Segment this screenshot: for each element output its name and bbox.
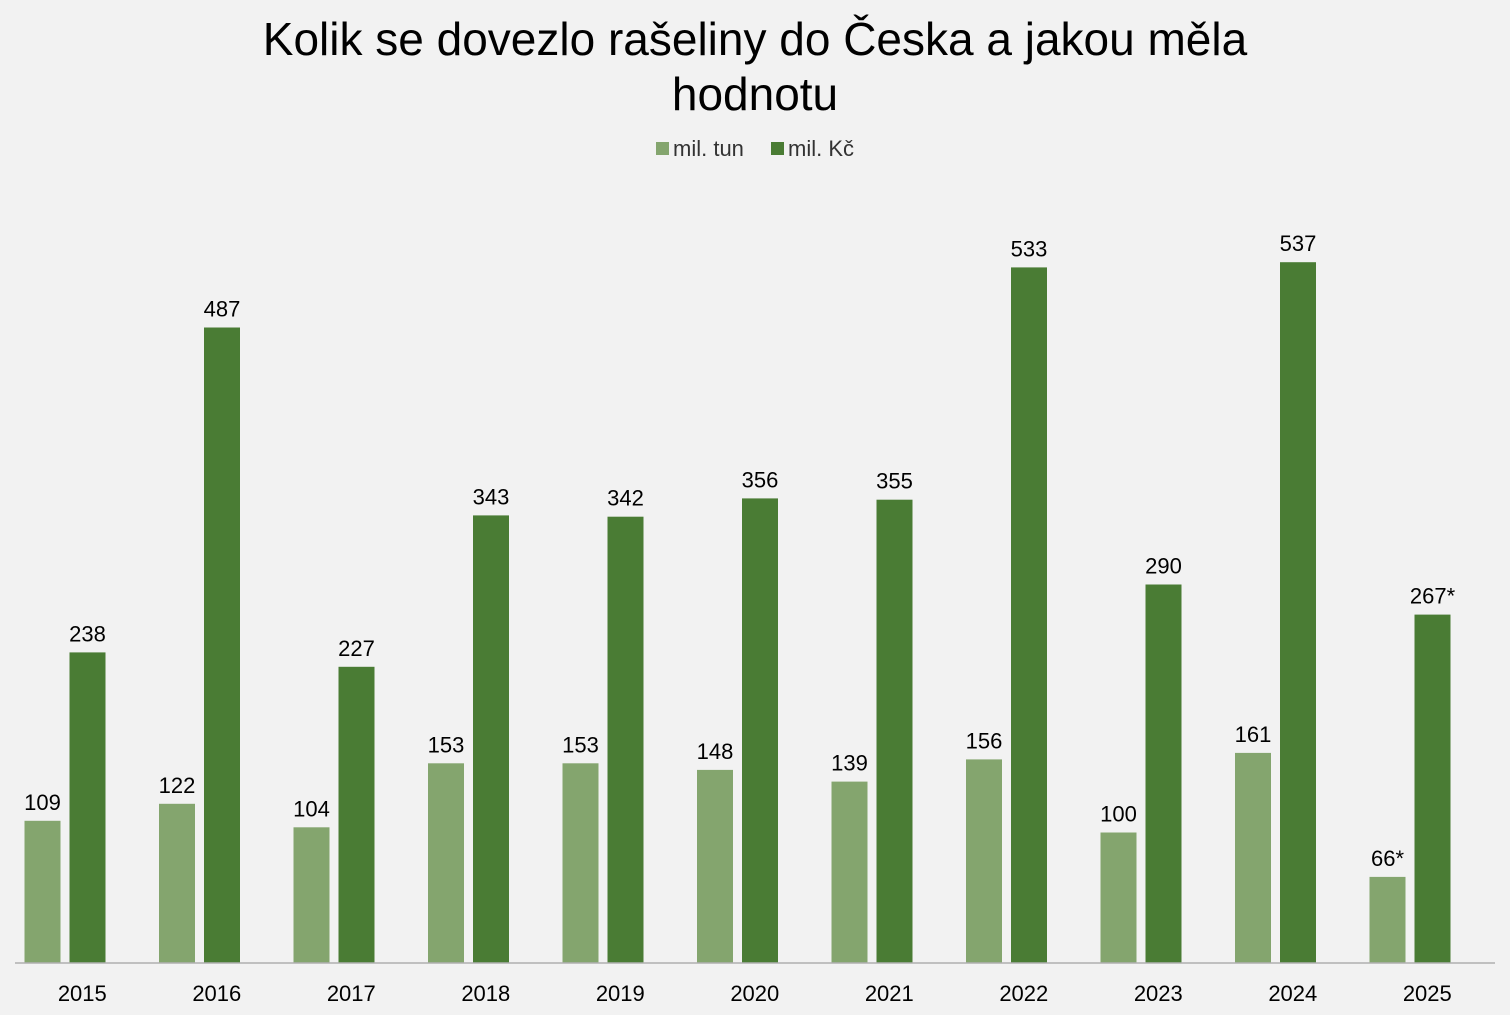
data-label-czk-2017: 227	[338, 636, 375, 661]
data-label-czk-2018: 343	[473, 484, 510, 509]
bar-czk-2020	[742, 498, 778, 963]
bar-tons-2020	[697, 769, 733, 963]
x-tick-label-2023: 2023	[1134, 981, 1183, 1006]
data-label-tons-2021: 139	[831, 751, 868, 776]
x-tick-label-2017: 2017	[327, 981, 376, 1006]
x-tick-label-2016: 2016	[192, 981, 241, 1006]
data-label-czk-2020: 356	[742, 467, 779, 492]
bar-czk-2022	[1011, 267, 1047, 963]
data-label-czk-2024: 537	[1280, 231, 1317, 256]
data-label-tons-2023: 100	[1100, 802, 1137, 827]
bar-tons-2024	[1235, 752, 1271, 963]
chart-title-line-2: hodnotu	[672, 68, 838, 120]
bar-czk-2017	[338, 666, 375, 963]
bar-czk-2025	[1414, 614, 1451, 963]
bar-tons-2018	[428, 763, 464, 963]
bar-tons-2025	[1369, 876, 1406, 963]
data-label-czk-2022: 533	[1011, 236, 1048, 261]
x-tick-label-2022: 2022	[999, 981, 1048, 1006]
legend: mil. tun mil. Kč	[656, 136, 854, 161]
data-label-tons-2022: 156	[966, 728, 1003, 753]
bar-czk-2019	[607, 516, 644, 963]
x-tick-label-2024: 2024	[1268, 981, 1317, 1006]
data-label-tons-2015: 109	[24, 790, 61, 815]
x-tick-label-2021: 2021	[865, 981, 914, 1006]
data-label-tons-2024: 161	[1235, 722, 1272, 747]
bar-tons-2015	[24, 820, 61, 963]
data-label-tons-2016: 122	[159, 773, 196, 798]
data-label-czk-2015: 238	[69, 621, 106, 646]
data-label-tons-2020: 148	[697, 739, 734, 764]
bar-tons-2017	[293, 827, 330, 963]
data-label-czk-2025: 267*	[1410, 584, 1456, 609]
bar-czk-2024	[1280, 262, 1316, 963]
legend-label-czk: mil. Kč	[788, 136, 854, 161]
data-label-tons-2025: 66*	[1371, 846, 1404, 871]
x-tick-label-2015: 2015	[58, 981, 107, 1006]
data-label-tons-2017: 104	[293, 796, 330, 821]
bar-czk-2021	[876, 499, 913, 963]
data-label-czk-2021: 355	[876, 469, 913, 494]
data-label-czk-2019: 342	[607, 486, 644, 511]
bar-czk-2018	[473, 515, 509, 963]
x-tick-label-2019: 2019	[596, 981, 645, 1006]
bar-tons-2021	[831, 781, 868, 963]
bar-tons-2022	[966, 759, 1002, 963]
bar-czk-2016	[204, 327, 240, 963]
chart-title-line-1: Kolik se dovezlo rašeliny do Česka a jak…	[263, 13, 1248, 65]
plot-area: 109 238 2015 122 487 2016 104 227 2017 153 343 2018…	[24, 231, 1455, 1006]
data-label-czk-2016: 487	[204, 297, 241, 322]
data-label-tons-2019: 153	[562, 732, 599, 757]
x-tick-label-2020: 2020	[730, 981, 779, 1006]
bar-czk-2023	[1145, 584, 1182, 963]
bar-czk-2015	[69, 652, 106, 963]
legend-swatch-czk	[771, 142, 784, 155]
legend-swatch-tons	[656, 142, 669, 155]
x-tick-label-2018: 2018	[461, 981, 510, 1006]
bar-tons-2023	[1100, 832, 1137, 963]
bar-tons-2016	[159, 803, 195, 963]
data-label-tons-2018: 153	[428, 732, 465, 757]
data-label-czk-2023: 290	[1145, 554, 1182, 579]
legend-label-tons: mil. tun	[673, 136, 744, 161]
x-tick-label-2025: 2025	[1403, 981, 1452, 1006]
bar-tons-2019	[562, 763, 599, 963]
